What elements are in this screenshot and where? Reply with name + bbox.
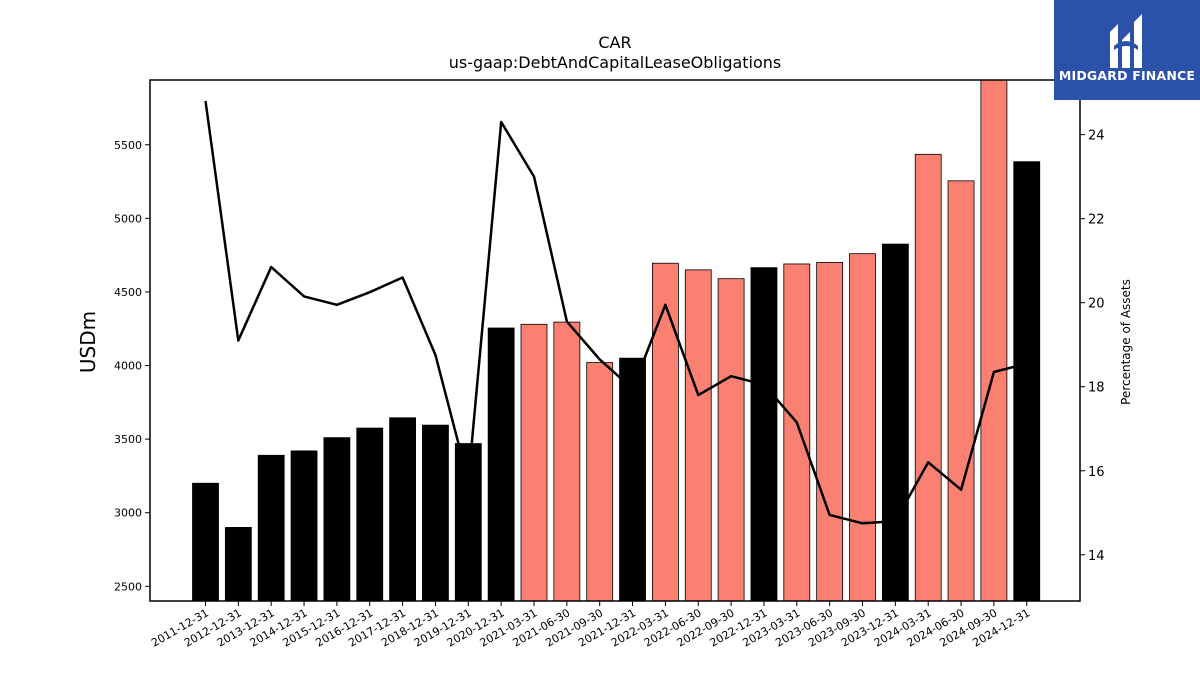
y2-tick-label: 22: [1088, 213, 1105, 228]
bar-2022-12-31: [750, 267, 778, 602]
bar-2023-06-30: [816, 262, 844, 602]
logo-text: MIDGARD FINANCE: [1058, 68, 1196, 83]
midgard-finance-logo: MIDGARD FINANCE: [1054, 0, 1200, 100]
bar-2014-12-31: [290, 450, 318, 602]
bars: [192, 79, 1041, 602]
bar-2015-12-31: [323, 437, 351, 602]
y2-tick-label: 24: [1088, 129, 1105, 144]
percentage-line: [204, 100, 1028, 525]
midgard-logo-icon: [1110, 14, 1142, 68]
bar-2023-09-30: [849, 253, 876, 602]
bar-2021-06-30: [553, 321, 581, 602]
bar-2019-12-31: [454, 443, 482, 602]
bar-2024-03-31: [914, 153, 942, 602]
bar-2023-12-31: [881, 243, 909, 602]
y-tick-label: 4500: [114, 286, 142, 299]
bar-2021-09-30: [586, 362, 614, 602]
y-tick-label: 4000: [114, 360, 142, 373]
bar-2022-09-30: [717, 278, 745, 602]
right-axis: 14 16 18 20 22 24: [1080, 129, 1105, 564]
plot-frame: [149, 79, 1081, 602]
bar-2012-12-31: [224, 527, 252, 602]
chart-subtitle: us-gaap:DebtAndCapitalLeaseObligations: [449, 53, 782, 72]
bar-2017-12-31: [389, 417, 417, 602]
bar-2021-03-31: [520, 323, 548, 602]
bar-2023-03-31: [783, 263, 811, 602]
left-axis: 2500 3000 3500 4000 4500 5000 5500: [114, 139, 150, 593]
y-axis-label: USDm: [76, 311, 100, 373]
y-tick-label: 5000: [114, 212, 142, 225]
bar-2018-12-31: [422, 424, 449, 602]
y-tick-label: 2500: [114, 580, 142, 593]
y2-tick-label: 20: [1088, 297, 1105, 312]
bar-2021-12-31: [619, 357, 646, 602]
bar-2022-06-30: [684, 269, 712, 602]
y-tick-label: 3000: [114, 507, 142, 520]
bar-2024-12-31: [1013, 161, 1041, 602]
y2-tick-label: 16: [1088, 465, 1105, 480]
x-axis: 2011-12-312012-12-312013-12-312014-12-31…: [149, 601, 1032, 650]
bar-2013-12-31: [257, 454, 285, 602]
y2-tick-label: 18: [1088, 381, 1105, 396]
bar-2020-12-31: [487, 327, 515, 602]
bar-2024-06-30: [947, 180, 975, 602]
bar-2022-03-31: [652, 262, 679, 602]
y-tick-label: 5500: [114, 139, 142, 152]
chart-title: CAR: [598, 33, 631, 52]
percentage-line-path: [204, 100, 1028, 525]
bar-2016-12-31: [356, 427, 384, 602]
y2-axis-label: Percentage of Assets: [1119, 279, 1133, 405]
y2-tick-label: 14: [1088, 549, 1105, 564]
bar-2024-09-30: [980, 79, 1008, 602]
y-tick-label: 3500: [114, 433, 142, 446]
bar-2011-12-31: [192, 482, 219, 602]
